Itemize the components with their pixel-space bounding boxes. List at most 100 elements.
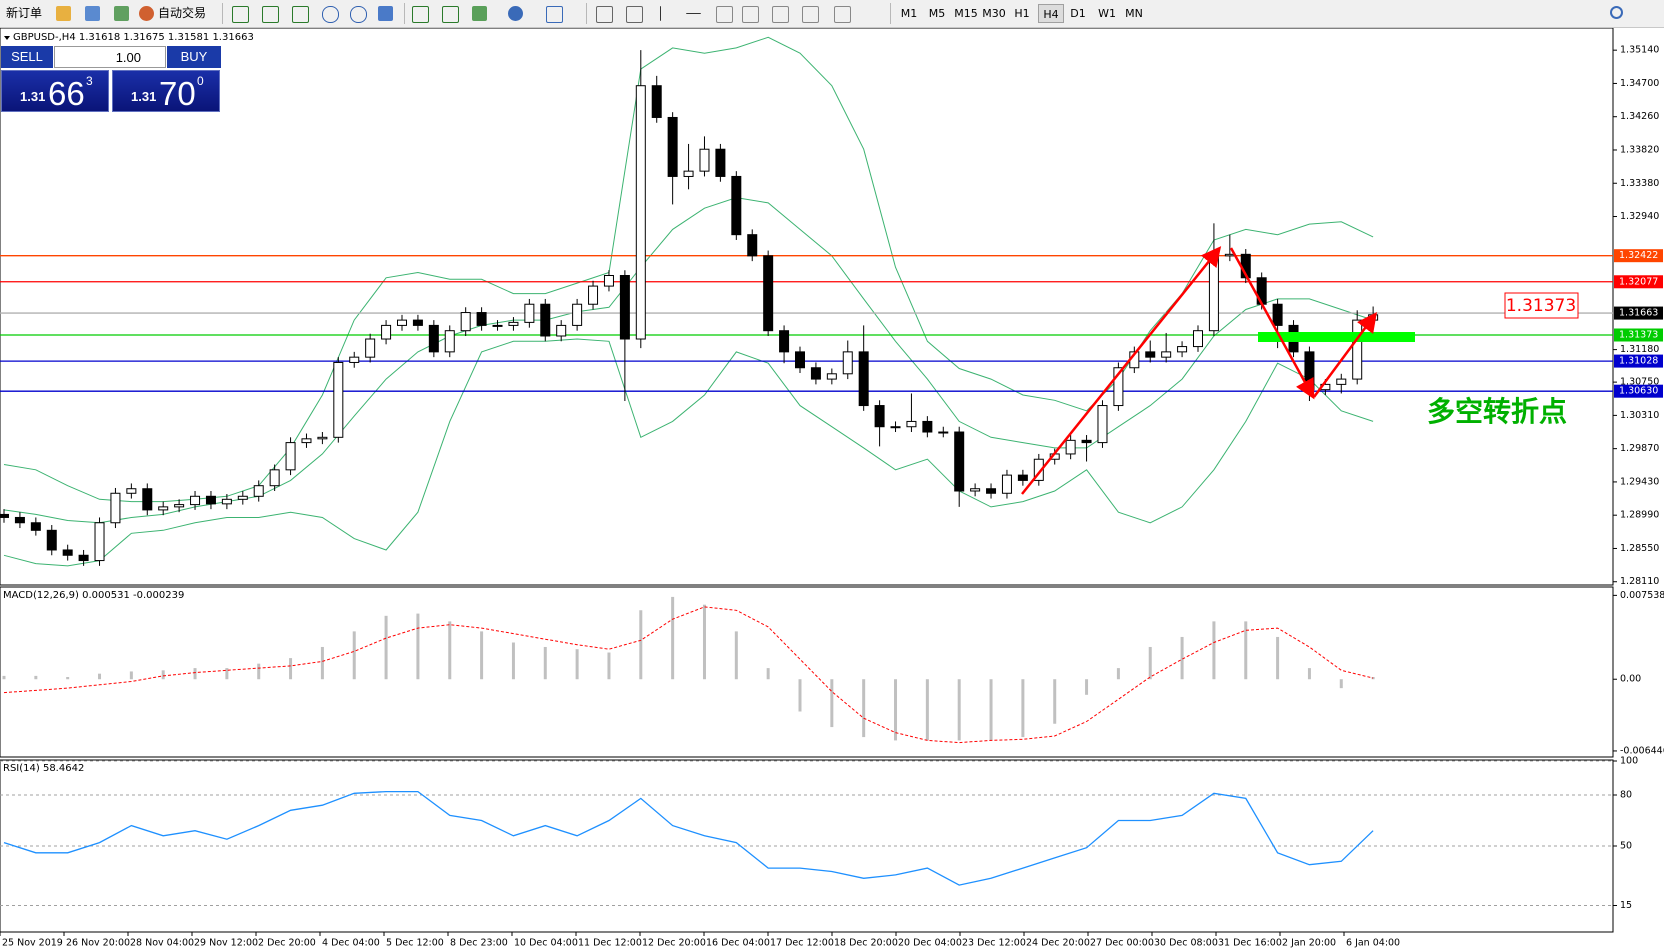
macd-bar bbox=[894, 679, 898, 741]
candle-body bbox=[492, 324, 503, 327]
x-tick-label: 12 Dec 20:00 bbox=[642, 938, 706, 949]
timeframe-button[interactable]: H4 bbox=[1038, 4, 1064, 23]
timeframe-button[interactable]: MN bbox=[1125, 7, 1143, 20]
annotation-text: 多空转折点 bbox=[1427, 395, 1567, 428]
candle-body bbox=[619, 274, 630, 340]
lot-input[interactable]: 1.00 bbox=[54, 46, 166, 68]
candle-body bbox=[683, 170, 694, 177]
trend-arrow bbox=[1312, 311, 1377, 398]
tool-icon[interactable] bbox=[350, 6, 367, 23]
tool-icon[interactable] bbox=[378, 6, 393, 21]
new-order-button[interactable]: 新订单 bbox=[6, 6, 43, 20]
candle-body bbox=[1145, 351, 1156, 358]
tool-icon[interactable] bbox=[292, 6, 309, 23]
candle-body bbox=[715, 148, 726, 177]
separator bbox=[222, 3, 223, 24]
tool-icon[interactable] bbox=[660, 6, 662, 21]
candle-body bbox=[460, 312, 471, 332]
tool-icon[interactable] bbox=[742, 6, 759, 23]
candle-body bbox=[158, 506, 169, 511]
timeframe-button[interactable]: M1 bbox=[900, 7, 918, 20]
macd-bar bbox=[225, 668, 229, 680]
candle-body bbox=[572, 303, 583, 326]
candle-body bbox=[253, 485, 264, 497]
candle-body bbox=[428, 324, 439, 353]
candle-body bbox=[890, 426, 901, 429]
candle-body bbox=[747, 234, 758, 257]
tool-icon[interactable] bbox=[442, 6, 459, 23]
tool-icon[interactable] bbox=[85, 6, 100, 21]
macd-bar bbox=[925, 679, 929, 741]
y-tick-label: 1.34260 bbox=[1620, 111, 1659, 122]
candle-body bbox=[986, 488, 997, 494]
bid-price[interactable]: 1.31 66 3 bbox=[1, 70, 109, 112]
ask-price[interactable]: 1.31 70 0 bbox=[112, 70, 220, 112]
buy-button[interactable]: BUY bbox=[167, 46, 221, 68]
toolbar: 新订单 自动交易 M1 M5 M15 M30 H1 H4 D1 W1 MN bbox=[0, 0, 1664, 28]
price-level-label: 1.32077 bbox=[1619, 276, 1658, 287]
macd-bar bbox=[511, 642, 515, 680]
macd-bar bbox=[352, 631, 356, 680]
tool-icon[interactable] bbox=[596, 6, 613, 23]
price-level-tag bbox=[1614, 275, 1663, 289]
timeframe-button[interactable]: H1 bbox=[1014, 7, 1030, 20]
tool-icon[interactable] bbox=[56, 6, 71, 21]
highlight-bar bbox=[1258, 332, 1415, 342]
candle-body bbox=[349, 356, 360, 363]
macd-bar bbox=[257, 663, 261, 680]
candle-body bbox=[906, 420, 917, 428]
tool-icon[interactable] bbox=[686, 13, 701, 15]
candle-body bbox=[922, 420, 933, 433]
tool-icon[interactable] bbox=[626, 6, 643, 23]
macd-bar bbox=[1276, 636, 1280, 680]
candle-body bbox=[1208, 255, 1219, 332]
macd-bar bbox=[384, 615, 388, 680]
y-tick-label: 1.29870 bbox=[1620, 443, 1659, 454]
x-tick-label: 6 Jan 04:00 bbox=[1346, 938, 1400, 949]
timeframe-button[interactable]: M5 bbox=[928, 7, 946, 20]
auto-trade-button[interactable]: 自动交易 bbox=[158, 6, 207, 20]
tool-icon[interactable] bbox=[716, 6, 733, 23]
tool-icon[interactable] bbox=[802, 6, 819, 23]
price-level-tag bbox=[1614, 384, 1663, 398]
tool-icon[interactable] bbox=[262, 6, 279, 23]
rsi-line bbox=[3, 790, 1374, 886]
tool-icon[interactable] bbox=[472, 6, 487, 21]
sell-button[interactable]: SELL bbox=[1, 46, 53, 68]
timeframe-button[interactable]: D1 bbox=[1070, 7, 1086, 20]
timeframe-button[interactable]: W1 bbox=[1098, 7, 1116, 20]
tool-icon[interactable] bbox=[412, 6, 429, 23]
one-click-trading-panel: SELL 1.00 BUY 1.31 66 3 1.31 70 0 bbox=[1, 46, 221, 112]
macd-bar bbox=[798, 679, 802, 712]
candle-body bbox=[269, 469, 280, 487]
y-tick-label: 15 bbox=[1620, 900, 1632, 911]
macd-bar bbox=[2, 675, 6, 680]
candle-body bbox=[603, 274, 614, 287]
macd-bar bbox=[639, 610, 643, 680]
tool-icon[interactable] bbox=[232, 6, 249, 23]
tool-icon[interactable] bbox=[546, 6, 563, 23]
y-tick-label: 1.29430 bbox=[1620, 476, 1659, 487]
rsi-title: RSI(14) 58.4642 bbox=[3, 763, 84, 774]
timeframe-button[interactable]: M30 bbox=[982, 7, 1006, 20]
candle-body bbox=[1272, 303, 1283, 326]
tool-icon[interactable] bbox=[508, 6, 523, 21]
macd-bar bbox=[1339, 679, 1343, 689]
tool-icon[interactable] bbox=[834, 6, 851, 23]
tool-icon[interactable] bbox=[772, 6, 789, 23]
price-level-label: 1.31028 bbox=[1619, 356, 1658, 367]
macd-bar bbox=[766, 668, 770, 680]
candle-body bbox=[365, 338, 376, 358]
candle-body bbox=[1097, 405, 1108, 444]
price-level-label: 1.31663 bbox=[1619, 308, 1658, 319]
candle-body bbox=[1161, 351, 1172, 358]
candle-body bbox=[826, 373, 837, 380]
x-tick-label: 24 Dec 20:00 bbox=[1026, 938, 1090, 949]
tool-icon[interactable] bbox=[322, 6, 339, 23]
tool-icon[interactable] bbox=[114, 6, 129, 21]
macd-bar bbox=[1244, 621, 1248, 680]
timeframe-button[interactable]: M15 bbox=[954, 7, 978, 20]
search-button[interactable] bbox=[1610, 6, 1623, 19]
